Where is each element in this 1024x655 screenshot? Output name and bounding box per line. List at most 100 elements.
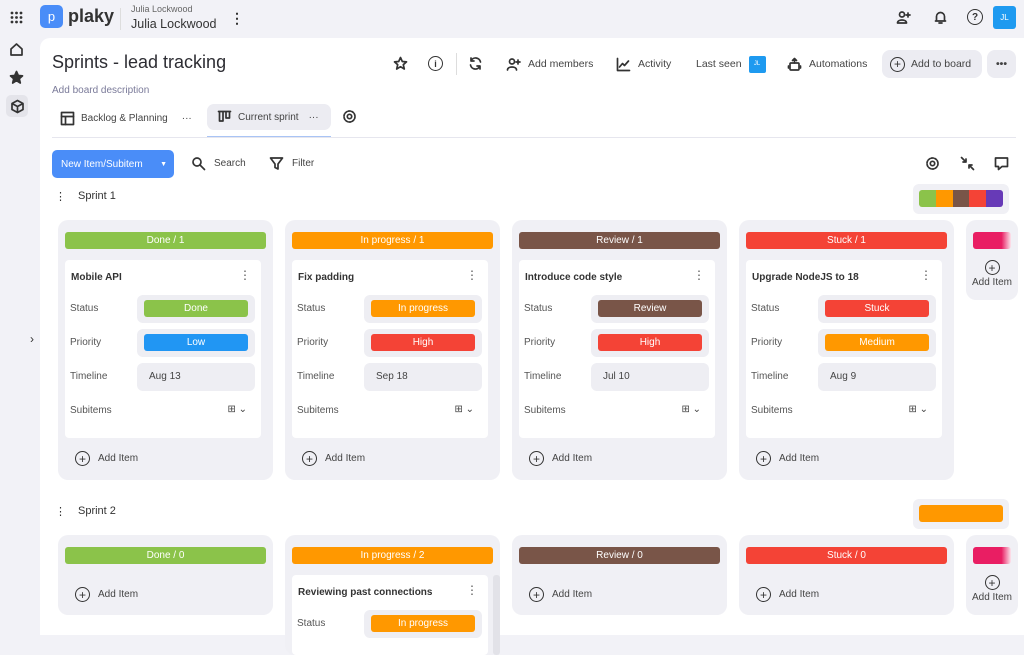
comments-icon[interactable] xyxy=(994,156,1009,171)
workspace-cube-icon[interactable] xyxy=(6,95,28,117)
board-title[interactable]: Sprints - lead tracking xyxy=(52,52,227,72)
priority-value[interactable]: Medium xyxy=(818,329,936,357)
favorites-star-icon[interactable] xyxy=(9,70,24,85)
sprint-header[interactable]: ⋮ Sprint 1 xyxy=(55,190,116,203)
status-group-header[interactable]: Stuck / 1 xyxy=(746,232,947,249)
item-card[interactable]: Reviewing past connections ⋮ Status In prog… xyxy=(292,575,488,655)
status-group-header[interactable]: In progress / 1 xyxy=(292,232,493,249)
status-group-header[interactable]: In progress / 2 xyxy=(292,547,493,564)
filter-icon xyxy=(269,156,284,171)
priority-value[interactable]: High xyxy=(364,329,482,357)
view-settings-gear-icon[interactable] xyxy=(342,109,357,124)
status-value[interactable]: Review xyxy=(591,295,709,323)
favorite-star-icon[interactable] xyxy=(393,56,408,71)
automations-button[interactable]: Automations xyxy=(787,52,867,76)
add-item-button[interactable]: + Add Item xyxy=(971,260,1013,288)
status-group-header[interactable]: Stuck / 0 xyxy=(746,547,947,564)
add-members-button[interactable]: Add members xyxy=(506,52,593,76)
add-item-button[interactable]: + Add Item xyxy=(971,575,1013,603)
new-item-button[interactable]: New Item/Subitem ▼ xyxy=(52,150,174,178)
item-menu-icon[interactable]: ⋮ xyxy=(920,268,932,282)
subitems-toggle-icon[interactable]: ⊞ ⌄ xyxy=(227,404,247,415)
scrollbar[interactable] xyxy=(493,575,500,655)
last-seen-button[interactable]: Last seen JL xyxy=(696,52,766,76)
workspace-name[interactable]: Julia Lockwood xyxy=(131,17,217,31)
item-menu-icon[interactable]: ⋮ xyxy=(239,268,251,282)
timeline-value[interactable]: Jul 10 xyxy=(591,363,709,391)
tab-backlog-planning[interactable]: Backlog & Planning ··· xyxy=(60,107,192,129)
add-item-button[interactable]: + Add Item xyxy=(756,587,819,602)
status-column: In progress / 2 Reviewing past connection… xyxy=(285,535,500,655)
timeline-date: Aug 9 xyxy=(830,371,857,382)
invite-user-icon[interactable] xyxy=(896,10,911,25)
drag-handle-icon[interactable]: ⋮ xyxy=(55,506,66,518)
priority-value[interactable]: High xyxy=(591,329,709,357)
add-item-button[interactable]: + Add Item xyxy=(529,587,592,602)
add-to-board-button[interactable]: + Add to board xyxy=(882,50,982,78)
add-item-button[interactable]: + Add Item xyxy=(529,451,592,466)
tab-current-sprint[interactable]: Current sprint ··· xyxy=(207,104,331,130)
status-summary-bar xyxy=(919,190,1003,207)
notifications-bell-icon[interactable] xyxy=(933,10,948,25)
add-item-button[interactable]: + Add Item xyxy=(756,451,819,466)
timeline-value[interactable]: Aug 13 xyxy=(137,363,255,391)
timeline-value[interactable]: Aug 9 xyxy=(818,363,936,391)
item-card[interactable]: Mobile API ⋮ Status Done Priority Low Timeline… xyxy=(65,260,261,438)
sprint-header[interactable]: ⋮ Sprint 2 xyxy=(55,505,116,518)
plaky-logo[interactable]: p plaky xyxy=(40,5,114,28)
plus-circle-icon: + xyxy=(75,451,90,466)
add-item-button[interactable]: + Add Item xyxy=(302,451,365,466)
item-menu-icon[interactable]: ⋮ xyxy=(466,583,478,597)
item-card[interactable]: Upgrade NodeJS to 18 ⋮ Status Stuck Priority… xyxy=(746,260,942,438)
timeline-date: Jul 10 xyxy=(603,371,630,382)
status-value[interactable]: In progress xyxy=(364,295,482,323)
item-title[interactable]: Upgrade NodeJS to 18 xyxy=(752,272,859,283)
status-value[interactable]: Done xyxy=(137,295,255,323)
item-title[interactable]: Fix padding xyxy=(298,272,355,283)
dropdown-caret-icon[interactable]: ▼ xyxy=(160,160,167,168)
filter-button[interactable]: Filter xyxy=(269,156,314,171)
add-item-button[interactable]: + Add Item xyxy=(75,451,138,466)
subitems-toggle-icon[interactable]: ⊞ ⌄ xyxy=(454,404,474,415)
search-button[interactable]: Search xyxy=(191,156,246,171)
status-group-header[interactable]: Review / 1 xyxy=(519,232,720,249)
activity-button[interactable]: Activity xyxy=(616,52,671,76)
drag-handle-icon[interactable]: ⋮ xyxy=(55,191,66,203)
info-icon[interactable]: i xyxy=(428,56,443,71)
tab-menu-icon[interactable]: ··· xyxy=(181,112,192,124)
workspace-menu-icon[interactable]: ⋮ xyxy=(230,10,244,26)
sprint-status-summary[interactable] xyxy=(913,499,1009,529)
priority-value[interactable]: Low xyxy=(137,329,255,357)
item-menu-icon[interactable]: ⋮ xyxy=(466,268,478,282)
tab-menu-icon[interactable]: ··· xyxy=(308,111,319,123)
sprint-status-summary[interactable] xyxy=(913,184,1009,214)
item-card[interactable]: Introduce code style ⋮ Status Review Priorit… xyxy=(519,260,715,438)
status-value[interactable]: In progress xyxy=(364,610,482,638)
status-group-header[interactable] xyxy=(973,547,1011,564)
status-group-header[interactable] xyxy=(973,232,1011,249)
status-group-header[interactable]: Review / 0 xyxy=(519,547,720,564)
item-menu-icon[interactable]: ⋮ xyxy=(693,268,705,282)
user-avatar[interactable]: JL xyxy=(993,6,1016,29)
sync-icon[interactable] xyxy=(468,56,483,71)
subitems-toggle-icon[interactable]: ⊞ ⌄ xyxy=(681,404,701,415)
status-value[interactable]: Stuck xyxy=(818,295,936,323)
item-title[interactable]: Mobile API xyxy=(71,272,122,283)
item-title[interactable]: Reviewing past connections xyxy=(298,587,433,598)
item-card[interactable]: Fix padding ⋮ Status In progress Priority Hig… xyxy=(292,260,488,438)
help-icon[interactable]: ? xyxy=(967,9,983,25)
status-group-header[interactable]: Done / 1 xyxy=(65,232,266,249)
board-description[interactable]: Add board description xyxy=(52,85,150,96)
subitems-toggle-icon[interactable]: ⊞ ⌄ xyxy=(908,404,928,415)
status-column: + Add Item xyxy=(966,220,1018,300)
status-group-header[interactable]: Done / 0 xyxy=(65,547,266,564)
timeline-value[interactable]: Sep 18 xyxy=(364,363,482,391)
expand-sidebar-chevron-icon[interactable]: › xyxy=(30,332,34,346)
add-item-button[interactable]: + Add Item xyxy=(75,587,138,602)
home-icon[interactable] xyxy=(9,42,24,57)
collapse-arrows-icon[interactable] xyxy=(960,156,975,171)
more-options-button[interactable]: ••• xyxy=(987,50,1016,78)
apps-grid-icon[interactable] xyxy=(9,10,24,25)
board-settings-gear-icon[interactable] xyxy=(925,156,940,171)
item-title[interactable]: Introduce code style xyxy=(525,272,623,283)
